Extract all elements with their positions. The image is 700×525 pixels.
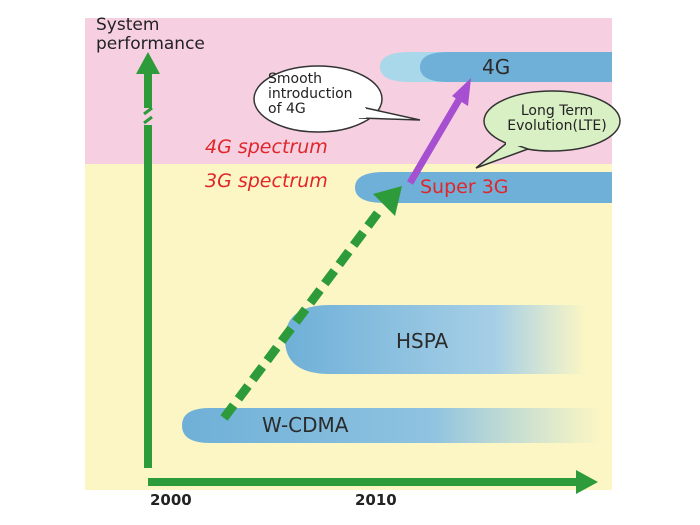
lte-text: Long Term Evolution(LTE) [497, 104, 617, 134]
x-axis-arrow [148, 470, 598, 494]
super3g-label: Super 3G [420, 176, 509, 198]
y-axis-title-line2: performance [96, 34, 205, 54]
3g-spectrum-label: 3G spectrum [205, 170, 328, 192]
smooth-introduction-callout [253, 65, 421, 133]
wcdma-band [182, 408, 600, 443]
wcdma-label: W-CDMA [262, 413, 349, 437]
4g-band [420, 52, 612, 82]
lte-line1: Long Term [520, 103, 594, 119]
y-axis-arrow [136, 52, 160, 468]
super3g-band [355, 172, 612, 203]
smooth-introduction-text: Smooth introduction of 4G [268, 72, 378, 117]
4g-spectrum-label: 4G spectrum [205, 136, 328, 158]
lte-evolution-arrow [406, 78, 471, 185]
smooth-line2: introduction [268, 86, 353, 102]
hspa-label: HSPA [396, 329, 449, 353]
lte-callout [475, 90, 621, 169]
x-tick-2010: 2010 [355, 491, 397, 509]
smooth-line1: Smooth [268, 71, 323, 87]
smooth-line3: of 4G [268, 101, 306, 117]
y-axis-title: System performance [96, 16, 236, 54]
lte-line2: Evolution(LTE) [507, 118, 607, 134]
x-tick-2000: 2000 [150, 491, 192, 509]
y-axis-title-line1: System [96, 15, 160, 35]
4g-label: 4G [482, 55, 511, 79]
evolution-dashed-arrow [220, 186, 402, 421]
hspa-band [285, 305, 585, 374]
